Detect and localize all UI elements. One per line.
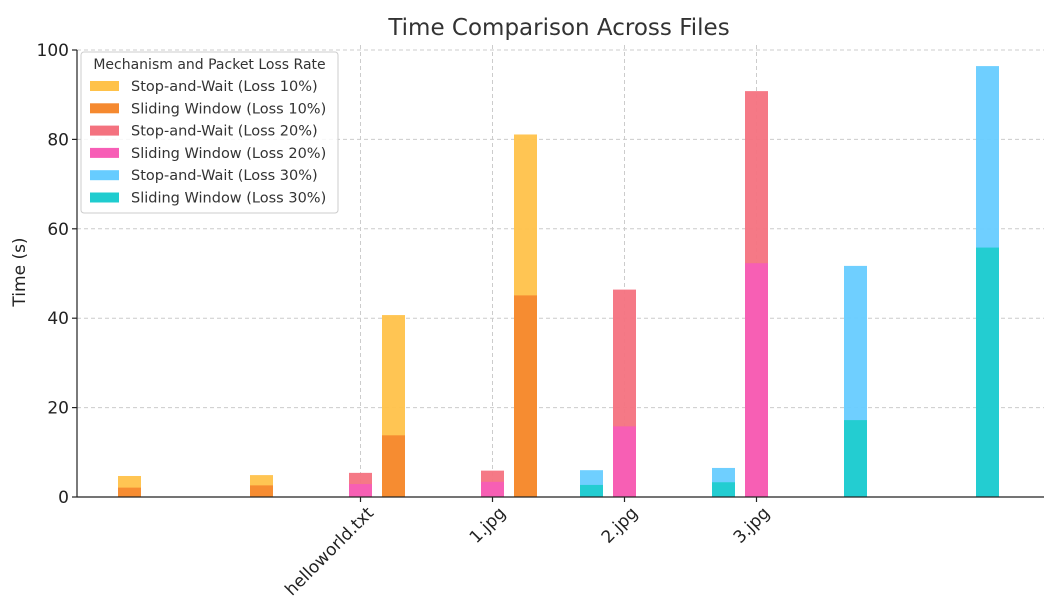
legend-box xyxy=(80,51,339,214)
y-tick-label: 20 xyxy=(47,399,69,419)
y-axis-label: Time (s) xyxy=(10,237,30,307)
bars-layer xyxy=(118,66,999,498)
legend-swatch xyxy=(90,81,119,91)
bar xyxy=(481,481,504,497)
bar xyxy=(745,263,768,497)
bar xyxy=(580,484,603,497)
x-tick-label: 3.jpg xyxy=(730,503,774,547)
bar xyxy=(514,295,537,497)
x-tick-label: 1.jpg xyxy=(466,503,510,547)
x-tick-label: helloworld.txt xyxy=(281,503,378,600)
x-tick-label: 2.jpg xyxy=(598,503,642,547)
bar xyxy=(613,426,636,497)
y-tick-label: 60 xyxy=(47,220,69,240)
bar xyxy=(712,482,735,497)
y-tick-label: 100 xyxy=(37,41,69,61)
bar xyxy=(844,420,867,497)
chart-title: Time Comparison Across Files xyxy=(387,15,729,41)
legend-title: Mechanism and Packet Loss Rate xyxy=(93,57,325,73)
legend-entry: Stop-and-Wait (Loss 20%) xyxy=(131,124,318,140)
y-tick-label: 80 xyxy=(47,130,69,150)
bar xyxy=(349,484,372,497)
bar xyxy=(382,435,405,497)
y-tick-label: 40 xyxy=(47,309,69,329)
legend-entry: Stop-and-Wait (Loss 30%) xyxy=(131,168,318,184)
legend-entry: Stop-and-Wait (Loss 10%) xyxy=(131,79,318,95)
bar xyxy=(976,247,999,497)
legend-swatch xyxy=(90,125,119,136)
legend-entry: Sliding Window (Loss 30%) xyxy=(131,191,326,207)
legend-swatch xyxy=(90,103,119,114)
legend-swatch xyxy=(90,192,119,203)
bar xyxy=(118,487,141,497)
legend-entry: Sliding Window (Loss 10%) xyxy=(131,101,326,117)
bar xyxy=(250,485,273,497)
legend-swatch xyxy=(90,170,119,181)
legend-entry: Sliding Window (Loss 20%) xyxy=(131,146,326,162)
y-tick-label: 0 xyxy=(58,488,69,508)
legend-swatch xyxy=(90,147,119,158)
legend: Mechanism and Packet Loss Rate Stop-and-W… xyxy=(80,51,339,214)
